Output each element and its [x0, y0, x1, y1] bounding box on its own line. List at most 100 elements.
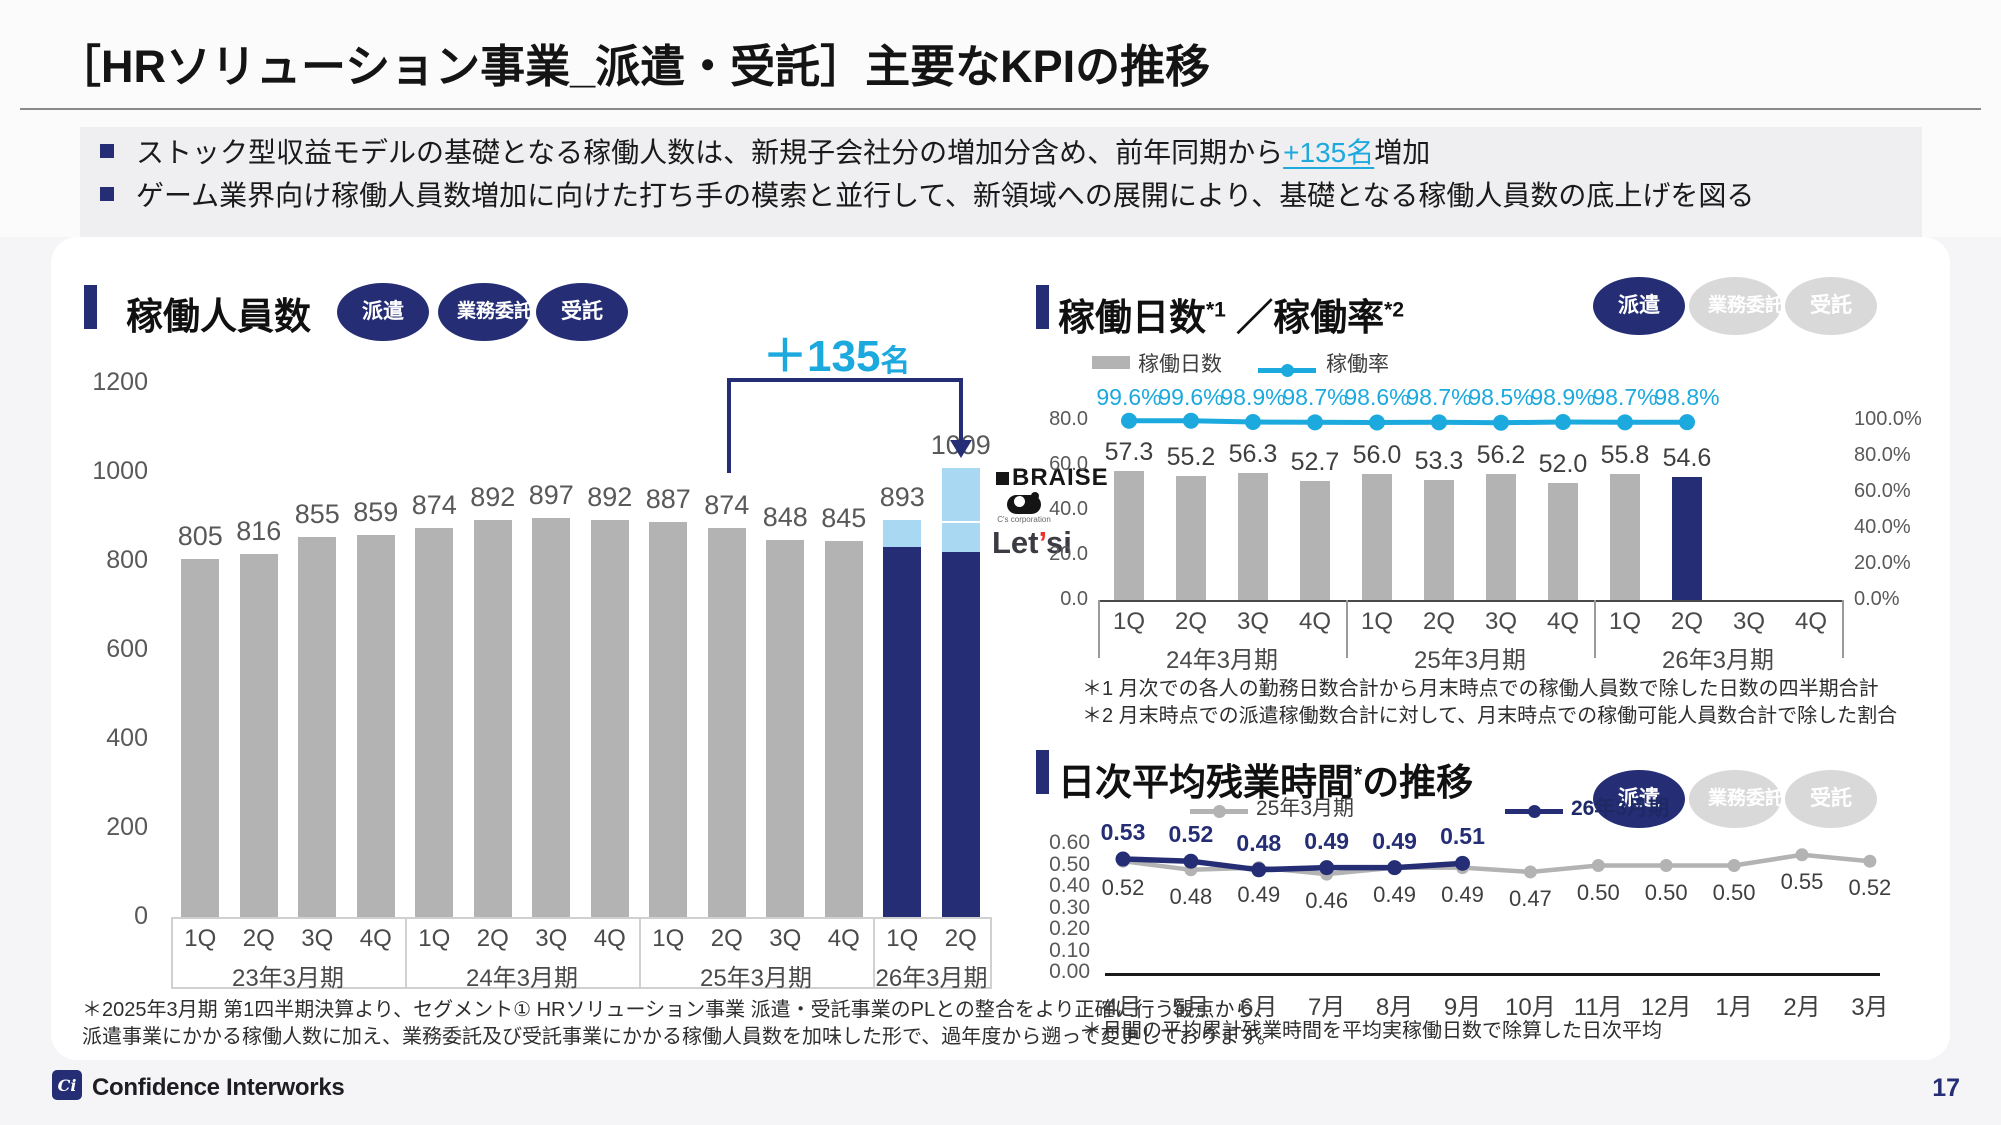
badge-label: 業務委託 [1708, 294, 1785, 316]
days-title-sup2: *2 [1384, 298, 1404, 322]
working-days-bar [1672, 477, 1702, 600]
working-days-value-label: 56.3 [1228, 440, 1278, 469]
x-axis-quarter-label: 4Q [1298, 608, 1331, 635]
working-days-bar [1486, 473, 1516, 600]
left-axis-tick-label: 80.0 [1049, 408, 1088, 430]
badge-label: 派遣 [1618, 786, 1660, 810]
y-axis-tick-label: 1000 [92, 457, 148, 485]
braise-mark-icon [996, 472, 1009, 485]
days-footnote-1: ＊1 月次での各人の勤務日数合計から月末時点での稼働人員数で除した日数の四半期合… [1082, 678, 1879, 700]
bar-value-label: 892 [587, 482, 633, 513]
cs-corporation-logo: C's corporation [982, 492, 1066, 524]
bullet-marker-icon [100, 187, 114, 201]
x-axis-year-label: 24年3月期 [1165, 647, 1279, 674]
working-days-bar [1238, 473, 1268, 600]
annotation-bracket [959, 378, 963, 442]
x-axis-quarter-label: 1Q [652, 925, 685, 952]
bullet-text-before: ストック型収益モデルの基礎となる稼働人数は、新規子会社分の増加分含め、前年同期か… [136, 137, 1284, 168]
bar-segment [941, 552, 980, 917]
increase-unit: 名 [880, 345, 911, 378]
curr-year-value-label: 0.49 [1372, 827, 1417, 854]
working-days-bar [1300, 481, 1330, 600]
letsi-logo: Let’si [992, 525, 2001, 561]
x-axis-month-label: 2月 [1783, 994, 1821, 1021]
working-days-value-label: 56.2 [1476, 440, 1526, 469]
x-axis-separator [1594, 600, 1596, 658]
x-axis-quarter-label: 4Q [1794, 608, 1827, 635]
bar-value-label: 897 [528, 479, 574, 510]
badge-label: 受託 [561, 299, 603, 323]
bar-value-label: 874 [704, 490, 750, 521]
y-axis-tick-label: 600 [106, 635, 148, 663]
days-title-sup1: *1 [1206, 298, 1226, 322]
annotation-bracket [727, 378, 963, 382]
utilization-rate-label: 98.9% [1530, 384, 1596, 410]
badge-jutaku: 受託 [1785, 770, 1877, 828]
days-title-text: ／稼働率 [1225, 297, 1385, 338]
summary-bullets: ストック型収益モデルの基礎となる稼働人数は、新規子会社分の増加分含め、前年同期か… [80, 127, 1922, 237]
badge-haken: 派遣 [1593, 770, 1685, 828]
curr-year-value-label: 0.52 [1168, 821, 1214, 848]
curr-year-value-label: 0.49 [1304, 827, 1350, 854]
x-axis-quarter-label: 2Q [944, 925, 977, 952]
y-axis-tick-label: 200 [106, 813, 148, 841]
overtime-panel-title: 日次平均残業時間*の推移 [1058, 752, 1473, 806]
working-days-bar [1610, 474, 1640, 600]
prev-year-value-label: 0.52 [1848, 875, 1892, 901]
overtime-legend-prev-label: 25年3月期 [1256, 797, 1355, 820]
x-axis-month-label: 4月 [1104, 994, 1142, 1021]
days-legend-bar-label: 稼働日数 [1138, 353, 1222, 376]
curr-year-value-label: 0.48 [1236, 829, 1282, 856]
badge-label: 派遣 [1618, 293, 1660, 317]
badge-label: 業務委託 [457, 300, 534, 322]
footer-brand: Confidence Interworks [92, 1074, 345, 1101]
staff-panel-marker [84, 285, 97, 329]
braise-logo: BRAISE [996, 464, 1109, 492]
x-axis-month-label: 7月 [1308, 994, 1346, 1021]
prev-year-value-label: 0.50 [1712, 879, 1756, 905]
x-axis-quarter-label: 4Q [1546, 608, 1579, 635]
left-axis-tick-label: 60.0 [1049, 453, 1088, 475]
left-axis-tick-label: 20.0 [1049, 543, 1088, 565]
bar-value-label: 859 [353, 496, 399, 527]
bar-segment [883, 547, 922, 917]
bar [181, 558, 220, 917]
days-panel-title: 稼働日数*1 ／稼働率*2 [1058, 287, 1404, 341]
overtime-legend-curr-swatch [1505, 801, 1563, 819]
overtime-legend-curr-label: 26年3月期 [1571, 797, 1670, 820]
utilization-rate-label: 98.6% [1344, 384, 1410, 410]
days-legend-line-swatch [1258, 360, 1316, 378]
x-axis-quarter-label: 2Q [476, 925, 509, 952]
curr-year-value-label: 0.51 [1440, 823, 1485, 850]
bar-value-label: 887 [645, 484, 691, 515]
badge-jutaku: 受託 [536, 283, 628, 341]
bar-value-label: 848 [762, 501, 808, 532]
utilization-rate-label: 98.9% [1220, 384, 1286, 410]
bar-segment [883, 519, 922, 548]
bullet-item: ストック型収益モデルの基礎となる稼働人数は、新規子会社分の増加分含め、前年同期か… [136, 131, 1430, 171]
days-legend-bar-swatch [1092, 356, 1130, 374]
letsi-apostrophe: ’ [1038, 525, 1046, 560]
working-days-value-label: 52.7 [1290, 448, 1340, 477]
y-axis-tick-label: 1200 [92, 368, 148, 396]
badge-gyomu-itaku: 業務委託 [438, 283, 534, 341]
days-panel-marker [1036, 285, 1049, 329]
utilization-rate-label: 98.7% [1406, 384, 1472, 410]
y-axis-tick-label: 0.30 [1049, 895, 1090, 919]
bar [649, 522, 688, 917]
days-title-text: 稼働日数 [1058, 297, 1206, 338]
y-axis-tick-label: 0.50 [1049, 852, 1090, 876]
x-axis-separator [1842, 600, 1844, 658]
x-axis-year-label: 23年3月期 [231, 965, 345, 992]
bar [239, 553, 278, 917]
bar [532, 517, 571, 917]
x-axis-quarter-label: 2Q [1670, 608, 1703, 635]
left-axis-tick-label: 40.0 [1049, 498, 1088, 520]
right-axis-tick-label: 0.0% [1854, 588, 1900, 610]
x-axis-month-label: 11月 [1573, 994, 1623, 1021]
bar [707, 528, 746, 917]
bar [824, 540, 863, 917]
x-axis-month-label: 12月 [1640, 994, 1692, 1021]
x-axis-quarter-label: 4Q [593, 925, 626, 952]
annotation-bracket [727, 378, 731, 473]
